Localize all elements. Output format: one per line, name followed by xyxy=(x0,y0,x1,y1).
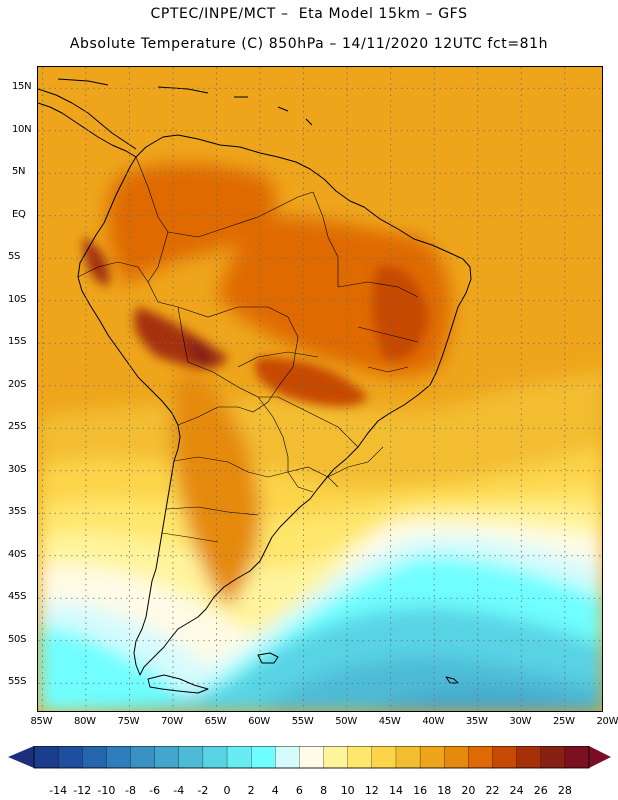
colorbar-tick-label: 26 xyxy=(533,784,548,797)
lon-tick-label: 35W xyxy=(465,716,488,727)
colorbar-cell xyxy=(468,746,494,769)
lon-tick-label: 85W xyxy=(30,716,53,727)
lat-tick-label: 5S xyxy=(8,251,21,263)
colorbar-tick-label: -4 xyxy=(173,784,185,797)
colorbar-tick-label: 16 xyxy=(413,784,428,797)
colorbar-tick-label: 8 xyxy=(320,784,328,797)
colorbar-tick-label: 12 xyxy=(364,784,379,797)
hotspot-mato-grosso xyxy=(254,357,368,407)
temperature-map xyxy=(37,66,603,712)
lat-tick-label: 50S xyxy=(8,633,27,645)
lon-tick-label: 30W xyxy=(509,716,532,727)
falklands xyxy=(257,652,279,664)
colorbar xyxy=(8,746,611,769)
tierra-del-fuego xyxy=(147,674,209,694)
lat-tick-label: 5N xyxy=(12,166,26,178)
colorbar-cell xyxy=(154,746,180,769)
colorbar-cell xyxy=(323,746,349,769)
colorbar-tick-label: 2 xyxy=(247,784,255,797)
colorbar-tick-label: 28 xyxy=(557,784,572,797)
south-georgia xyxy=(445,676,459,684)
colorbar-cell xyxy=(178,746,204,769)
chart-subtitle: Absolute Temperature (C) 850hPa – 14/11/… xyxy=(69,36,549,52)
colorbar-tick-label: 0 xyxy=(223,784,231,797)
lon-tick-label: 40W xyxy=(422,716,445,727)
colorbar-tick-label: 6 xyxy=(295,784,303,797)
colorbar-tick-label: -2 xyxy=(197,784,209,797)
lon-tick-label: 55W xyxy=(291,716,314,727)
hotspot-peru xyxy=(83,237,110,287)
lat-tick-label: 30S xyxy=(8,463,27,475)
lon-tick-label: 70W xyxy=(161,716,183,727)
lon-tick-label: 45W xyxy=(378,716,401,727)
lon-tick-label: 75W xyxy=(117,716,140,727)
colorbar-tick-label: -8 xyxy=(125,784,136,797)
hotspot-north xyxy=(107,163,276,287)
lat-tick-label: 10N xyxy=(12,123,32,135)
colorbar-cell xyxy=(395,746,421,769)
colorbar-cell xyxy=(82,746,107,769)
colorbar-tick-label: 24 xyxy=(509,784,524,797)
hotspot-chaco xyxy=(171,367,261,607)
south-america-coastline xyxy=(77,134,472,676)
colorbar-cell xyxy=(57,746,83,769)
colorbar-tick-label: 22 xyxy=(485,784,500,797)
colorbar-right-arrow xyxy=(589,746,611,768)
colorbar-tick-label: -14 xyxy=(49,784,68,797)
colorbar-cell xyxy=(33,746,59,769)
colorbar-cell xyxy=(106,746,132,769)
colorbar-cell xyxy=(444,746,469,769)
lat-tick-label: 35S xyxy=(8,506,27,518)
lat-tick-label: 25S xyxy=(8,421,27,433)
lon-tick-label: 25W xyxy=(552,716,575,727)
hotspot-central xyxy=(188,337,212,367)
colorbar-tick-label: -12 xyxy=(73,784,92,797)
hotspot-bahia xyxy=(372,266,428,361)
band-0 xyxy=(372,690,602,711)
lon-tick-label: 60W xyxy=(248,716,270,727)
lon-tick-label: 65W xyxy=(204,716,227,727)
colorbar-tick-label: 14 xyxy=(388,784,403,797)
colorbar-tick-label: 18 xyxy=(437,784,452,797)
colorbar-cell xyxy=(226,746,252,769)
lat-tick-label: 40S xyxy=(8,548,27,560)
colorbar-left-arrow xyxy=(8,746,34,768)
lat-tick-label: 45S xyxy=(8,591,27,603)
colorbar-cell xyxy=(371,746,397,769)
lon-tick-label: 20W xyxy=(596,716,618,727)
lat-tick-label: 55S xyxy=(8,676,27,688)
graticule xyxy=(38,67,602,711)
lon-tick-label: 50W xyxy=(335,716,357,727)
colorbar-tick-label: -6 xyxy=(149,784,161,797)
colorbar-cell xyxy=(516,746,542,769)
colorbar-cell xyxy=(419,746,445,769)
colorbar-cell xyxy=(347,746,373,769)
lat-tick-label: 10S xyxy=(8,293,27,305)
colorbar-cell xyxy=(564,746,590,769)
colorbar-cell xyxy=(299,746,325,769)
lat-tick-label: 20S xyxy=(8,378,27,390)
lon-tick-label: 80W xyxy=(74,716,96,727)
colorbar-cell xyxy=(251,746,276,769)
colorbar-tick-label: 10 xyxy=(340,784,355,797)
colorbar-cell xyxy=(202,746,228,769)
colorbar-tick-label: 4 xyxy=(271,784,279,797)
colorbar-tick-label: 20 xyxy=(461,784,476,797)
chart-title: CPTEC/INPE/MCT – Eta Model 15km – GFS xyxy=(150,6,468,22)
colorbar-tick-label: -10 xyxy=(97,784,116,797)
colorbar-cell xyxy=(492,746,518,769)
colorbar-cell xyxy=(275,746,300,769)
colorbar-cell xyxy=(130,746,156,769)
caribbean-islands xyxy=(57,78,313,126)
lat-tick-label: 15S xyxy=(8,336,27,348)
colorbar-cell xyxy=(540,746,566,769)
lat-tick-label: EQ xyxy=(12,208,26,220)
lat-tick-label: 15N xyxy=(12,81,32,93)
